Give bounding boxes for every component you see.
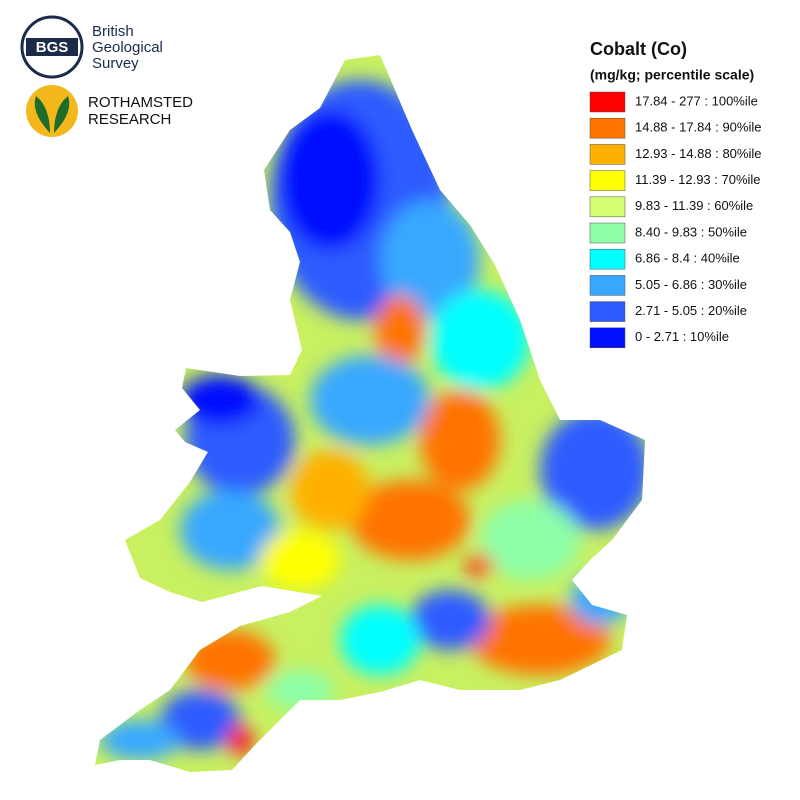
rothamsted-badge [26,85,78,137]
legend-label: 9.83 - 11.39 : 60%ile [635,198,753,213]
rothamsted-name: ROTHAMSTED [88,94,193,111]
leaf [54,96,70,133]
legend-label: 14.88 - 17.84 : 90%ile [635,120,761,135]
cobalt-map [95,55,645,772]
legend-swatch [589,91,626,113]
legend-label: 12.93 - 14.88 : 80%ile [635,146,761,161]
legend-subtitle: (mg/kg; percentile scale) [590,67,754,83]
legend-swatch [589,170,626,191]
rothamsted-logo: ROTHAMSTED RESEARCH [26,85,193,137]
legend-swatch [589,144,626,165]
legend: Cobalt (Co) (mg/kg; percentile scale) 17… [589,39,761,349]
legend-label: 11.39 - 12.93 : 70%ile [635,172,761,187]
legend-swatch [589,117,626,139]
leaf [34,96,50,133]
legend-label: 6.86 - 8.4 : 40%ile [635,251,740,266]
bgs-name: Survey [92,55,139,72]
legend-swatch [589,301,626,322]
legend-label: 17.84 - 277 : 100%ile [635,93,758,108]
bgs-name: Geological [92,39,163,56]
legend-title: Cobalt (Co) [590,39,687,59]
legend-label: 8.40 - 9.83 : 50%ile [635,224,747,239]
rothamsted-name: RESEARCH [88,111,171,128]
legend-swatch [589,222,626,244]
legend-swatch [589,275,626,296]
bgs-name: British [92,23,134,40]
legend-label: 0 - 2.71 : 10%ile [635,329,729,344]
legend-label: 5.05 - 6.86 : 30%ile [635,277,747,292]
legend-swatch [589,196,626,218]
legend-swatch [589,327,626,349]
bgs-badge-text: BGS [36,39,69,56]
legend-swatch [589,248,626,270]
bgs-bar [26,38,78,56]
bgs-logo: BGS British Geological Survey [20,15,163,79]
legend-label: 2.71 - 5.05 : 20%ile [635,303,747,318]
